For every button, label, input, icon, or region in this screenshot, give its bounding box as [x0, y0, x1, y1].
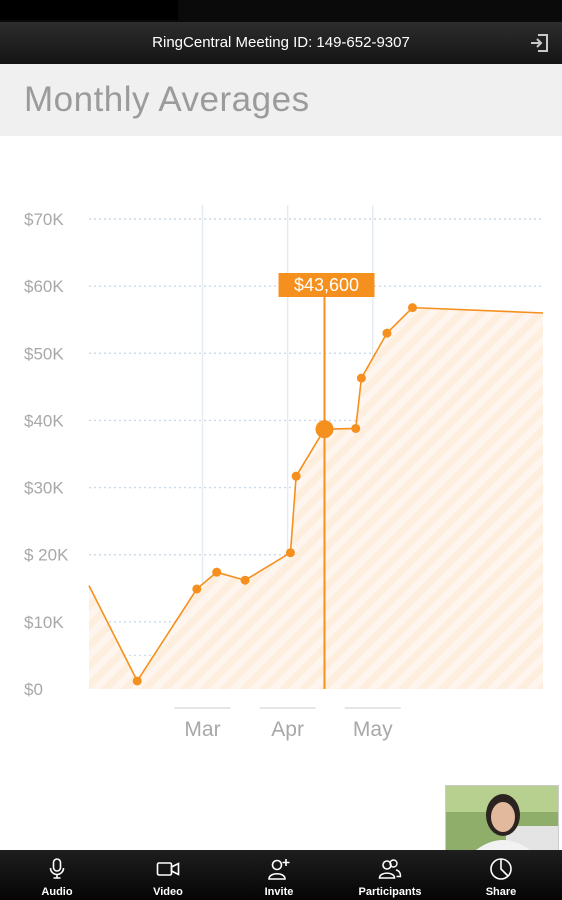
exit-icon[interactable] — [528, 32, 550, 54]
page-title: Monthly Averages — [24, 80, 310, 119]
meeting-toolbar: Audio Video Invite Participants Share — [0, 850, 562, 900]
x-tick-label: Apr — [271, 718, 304, 741]
data-point — [291, 471, 301, 481]
y-tick-label: $30K — [24, 479, 64, 498]
status-bar — [0, 0, 562, 22]
x-tick-label: May — [353, 718, 393, 741]
add-person-icon — [268, 859, 290, 880]
y-tick-label: $50K — [24, 344, 64, 363]
y-tick-label: $ 20K — [24, 546, 69, 565]
y-tick-label: $0 — [24, 680, 43, 699]
data-point — [356, 373, 366, 383]
highlight-value-label: $43,600 — [294, 275, 359, 295]
data-point — [240, 575, 250, 585]
data-point — [132, 676, 142, 686]
video-frame-icon — [446, 786, 558, 850]
y-tick-label: $60K — [24, 277, 64, 296]
microphone-icon — [49, 858, 65, 879]
share-button[interactable]: Share — [461, 850, 541, 900]
audio-button[interactable]: Audio — [17, 850, 97, 900]
video-button[interactable]: Video — [128, 850, 208, 900]
participant-video-thumbnail[interactable] — [445, 785, 559, 851]
participants-icon — [378, 859, 402, 879]
data-point — [192, 584, 202, 594]
y-tick-label: $70K — [24, 210, 64, 229]
meeting-bar: RingCentral Meeting ID: 149-652-9307 — [0, 22, 562, 64]
data-point — [407, 303, 417, 313]
share-icon — [490, 858, 512, 880]
data-point — [351, 423, 361, 433]
meeting-id: RingCentral Meeting ID: 149-652-9307 — [152, 34, 410, 51]
status-bar-redacted — [0, 0, 178, 20]
invite-label: Invite — [264, 886, 294, 898]
audio-label: Audio — [41, 886, 73, 898]
share-label: Share — [485, 886, 517, 898]
highlight-point — [315, 420, 334, 439]
x-tick-label: Mar — [184, 718, 220, 741]
data-point — [382, 328, 392, 338]
video-label: Video — [153, 886, 183, 898]
y-tick-label: $10K — [24, 613, 64, 632]
participants-label: Participants — [358, 886, 422, 898]
invite-button[interactable]: Invite — [239, 850, 319, 900]
video-camera-icon — [156, 862, 180, 876]
series-area — [89, 307, 543, 689]
y-tick-label: $40K — [24, 411, 64, 430]
title-band: Monthly Averages — [0, 64, 562, 136]
highlight-tooltip — [278, 273, 375, 297]
participants-button[interactable]: Participants — [350, 850, 430, 900]
data-point — [285, 548, 295, 558]
data-point — [212, 567, 222, 577]
monthly-averages-chart: $0 $10K $ 20K $30K $40K $50K $60K $70K Mar Apr May… — [24, 205, 544, 741]
